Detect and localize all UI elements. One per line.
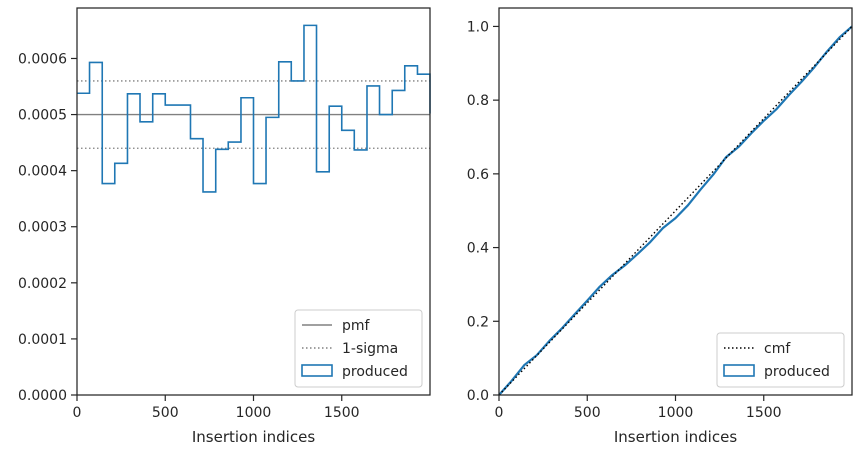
y-tick-label: 0.0000 <box>18 388 67 404</box>
left-x-ticks: 0 500 1000 1500 <box>73 395 360 421</box>
left-chart-pmf: 0 500 1000 1500 0.00000.00010.00020.00030.0… <box>18 7 431 446</box>
y-tick-label: 0.6 <box>467 167 489 183</box>
y-tick-label: 0.0003 <box>18 220 67 236</box>
legend-box <box>294 309 423 388</box>
y-tick-label: 0.0005 <box>18 108 67 124</box>
legend-label-pmf: pmf <box>342 318 371 334</box>
y-tick-label: 0.2 <box>467 314 489 330</box>
y-tick-label: 0.8 <box>467 93 489 109</box>
legend-box <box>716 332 845 388</box>
legend-swatch-produced <box>301 364 333 377</box>
produced-cumulative-line <box>498 25 853 396</box>
left-legend: pmf 1-sigma produced <box>294 309 423 388</box>
legend-label-produced: produced <box>342 364 408 380</box>
x-tick-label: 500 <box>152 405 179 421</box>
right-y-ticks: 0.0 0.2 0.4 0.6 0.8 1.0 <box>467 19 499 404</box>
y-tick-label: 0.0001 <box>18 332 67 348</box>
right-legend: cmf produced <box>716 332 845 388</box>
legend-label-cmf: cmf <box>764 341 791 357</box>
left-plot-area <box>77 24 431 193</box>
x-tick-label: 1000 <box>658 405 694 421</box>
left-axes-frame <box>76 7 431 396</box>
legend-label-produced: produced <box>764 364 830 380</box>
produced-step-histogram <box>77 24 431 193</box>
cmf-line <box>498 25 853 396</box>
x-tick-label: 1500 <box>324 405 360 421</box>
y-tick-label: 0.0 <box>467 388 489 404</box>
left-x-axis-label: Insertion indices <box>192 428 315 446</box>
y-tick-label: 0.0002 <box>18 276 67 292</box>
right-axes-frame <box>498 7 853 396</box>
x-tick-label: 500 <box>574 405 601 421</box>
right-plot-area <box>498 25 853 396</box>
x-tick-label: 1500 <box>746 405 782 421</box>
x-tick-label: 0 <box>495 405 504 421</box>
x-tick-label: 1000 <box>236 405 272 421</box>
legend-swatch-produced <box>723 364 755 377</box>
y-tick-label: 0.4 <box>467 241 489 257</box>
x-tick-label: 0 <box>73 405 82 421</box>
right-chart-cmf: 0 500 1000 1500 0.0 0.2 0.4 0.6 0.8 1.0 Insertio… <box>467 7 853 446</box>
y-tick-label: 0.0004 <box>18 164 67 180</box>
right-x-ticks: 0 500 1000 1500 <box>495 395 782 421</box>
legend-label-1-sigma: 1-sigma <box>342 341 398 357</box>
y-tick-label: 0.0006 <box>18 51 67 67</box>
right-x-axis-label: Insertion indices <box>614 428 737 446</box>
left-y-ticks: 0.0000 0.0001 0.0002 0.0003 0.0004 0.0005 0.00… <box>18 51 77 404</box>
y-tick-label: 1.0 <box>467 19 489 35</box>
